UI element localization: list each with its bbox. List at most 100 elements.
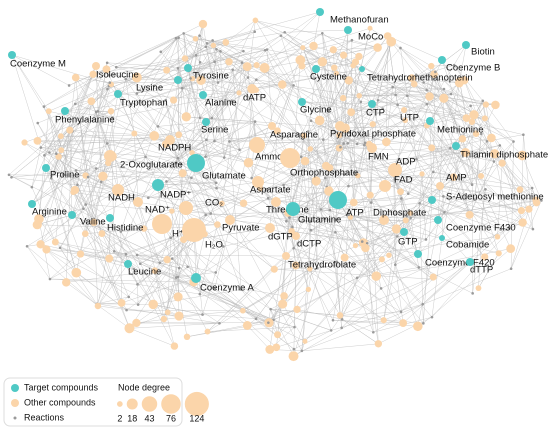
compound-node (89, 70, 97, 78)
compound-node (472, 130, 480, 138)
reaction-node (300, 349, 304, 353)
node-label: Methanofuran (330, 15, 389, 26)
reaction-node (216, 81, 220, 84)
node-label: Tyrosine (193, 71, 229, 82)
legend-box (3, 377, 183, 427)
compound-node (117, 299, 126, 307)
compound-node (506, 244, 516, 254)
target-node (187, 154, 205, 172)
node-label: CO₂ (205, 198, 223, 209)
compound-node (181, 55, 189, 62)
legend-size-title: Node degree (118, 382, 170, 392)
reaction-node (484, 188, 487, 191)
node-label: AMP (446, 173, 467, 184)
reaction-node (334, 230, 337, 234)
reaction-node (67, 84, 71, 87)
compound-node (379, 180, 391, 192)
compound-node (378, 256, 385, 263)
reaction-node (512, 140, 515, 143)
reaction-node (331, 318, 335, 322)
reaction-node (180, 86, 184, 90)
compound-node (169, 208, 175, 214)
reaction-node (48, 151, 51, 154)
reaction-node (473, 198, 477, 202)
compound-node (132, 318, 141, 328)
node-label: dCTP (297, 239, 321, 250)
compound-node (407, 210, 414, 216)
compound-node (355, 52, 363, 61)
reaction-node (432, 170, 435, 174)
reaction-node (359, 100, 363, 104)
reaction-node (360, 240, 364, 243)
reaction-node (530, 186, 534, 190)
reaction-node (394, 263, 397, 267)
node-label: Coenzyme F420 (425, 258, 495, 269)
node-label: Tetrahydrofolate (288, 260, 356, 271)
legend-swatch (11, 384, 19, 392)
reaction-node (209, 212, 213, 215)
compound-node (112, 184, 124, 196)
compound-node (302, 338, 308, 344)
compound-node (307, 146, 314, 152)
reaction-node (125, 308, 128, 312)
reaction-node (365, 241, 369, 245)
compound-node (81, 230, 89, 238)
compound-node (402, 217, 409, 224)
reaction-node (405, 94, 409, 98)
compound-node (305, 286, 312, 292)
reaction-node (114, 65, 118, 69)
reaction-node (391, 85, 394, 89)
compound-node (336, 312, 344, 319)
reaction-node (452, 63, 456, 67)
reaction-node (315, 266, 319, 270)
reaction-node (156, 125, 160, 128)
reaction-node (415, 157, 418, 161)
compound-node (481, 115, 488, 122)
reaction-node (127, 295, 131, 299)
compound-node (98, 230, 106, 238)
reaction-node (342, 173, 346, 177)
compound-node (45, 108, 52, 115)
compound-node (458, 135, 467, 143)
compound-node (66, 126, 74, 134)
compound-node (301, 132, 308, 139)
compound-node (347, 108, 356, 117)
reaction-node (334, 171, 337, 174)
compound-node (382, 137, 391, 147)
compound-node (236, 90, 242, 96)
compound-node (133, 197, 143, 207)
labeled-nodes: Methanofuran MoCo Biotin Coenzyme M Coenzyme… (8, 8, 548, 294)
compound-node (454, 78, 464, 88)
node-label: Leucine (128, 267, 161, 278)
compound-node (42, 245, 51, 254)
reaction-node (342, 142, 345, 145)
reaction-node (136, 303, 140, 306)
reaction-node (266, 196, 270, 200)
reaction-node (198, 116, 202, 120)
reaction-node (282, 183, 285, 187)
reaction-node (201, 313, 204, 316)
reaction-node (182, 32, 185, 35)
compound-node (71, 73, 80, 82)
reaction-node (210, 116, 214, 120)
reaction-node (308, 219, 312, 223)
compound-node (295, 55, 306, 65)
reaction-node (48, 277, 52, 281)
compound-node (90, 218, 98, 227)
reaction-node (449, 146, 452, 150)
legend-label: Reactions (24, 412, 65, 422)
node-label: Lysine (136, 83, 163, 94)
background-nodes (7, 17, 543, 362)
legend-label: Target compounds (24, 382, 99, 392)
node-label: Coenzyme M (10, 59, 66, 70)
reaction-node (231, 68, 234, 71)
compound-node (361, 243, 370, 253)
compound-node (428, 62, 435, 70)
compound-node (239, 199, 248, 207)
compound-node (70, 189, 77, 196)
compound-node (367, 25, 373, 31)
compound-node (282, 252, 290, 260)
node-label: Pyridoxal phosphate (330, 129, 416, 140)
node-label: Coenzyme B (446, 63, 500, 74)
compound-node (478, 172, 485, 180)
